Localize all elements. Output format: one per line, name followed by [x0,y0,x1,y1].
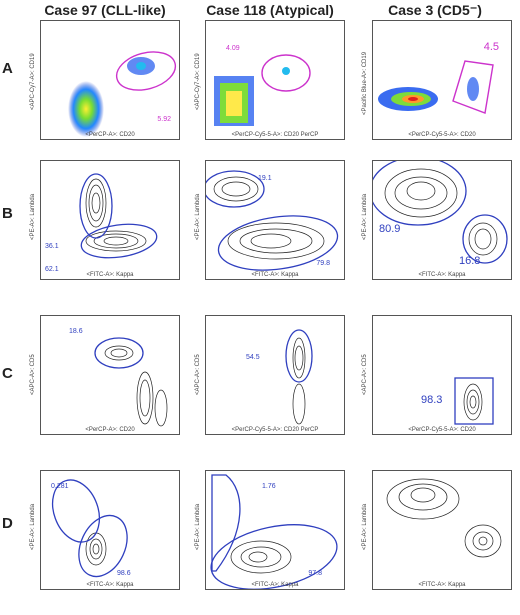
x-axis-label-c1: <PerCP-A>: CD20 [85,427,135,433]
gate-value-b2-kappa: 79.8 [316,260,330,267]
y-axis-label-a1: <APC-Cy7-A>: CD19 [30,53,36,110]
y-axis-label-c2: <APC-A>: CD5 [195,354,201,395]
x-axis-label-b2: <FITC-A>: Kappa [251,272,299,278]
y-axis-label-b1: <PE-A>: Lambda [30,193,36,240]
y-axis-label-d1: <PE-A>: Lambda [30,503,36,550]
column-title-case97: Case 97 (CLL-like) [44,2,166,18]
density-plot-a3 [378,60,494,114]
row-letter-a: A [2,60,13,77]
x-axis-label-a3: <PerCP-Cy5-5-A>: CD20 [408,132,476,138]
y-axis-label-d2: <PE-A>: Lambda [195,503,201,550]
contour-plot-b1 [79,173,158,259]
column-title-case118: Case 118 (Atypical) [206,2,334,18]
density-plot-a2 [214,54,311,126]
density-plot-a1 [68,51,177,137]
gate-value-b3-lambda: 80.9 [379,223,401,235]
x-axis-label-d2: <FITC-A>: Kappa [251,582,299,588]
panel-a2-cd20-cd19: 4.09 <PerCP-Cy5-5-A>: CD20 PerCP [205,20,345,140]
gate-value-c3: 98.3 [421,394,443,406]
contour-plot-b2 [206,170,339,271]
contour-plot-d3 [386,478,502,558]
contour-plot-c2 [285,329,313,425]
y-axis-label-b3: <PE-A>: Lambda [362,193,368,240]
gate-value-b1-lambda: 36.1 [45,243,59,250]
contour-plot-b3 [373,161,508,264]
gate-value-d1-kappa: 98.6 [117,570,131,577]
x-axis-label-d3: <FITC-A>: Kappa [418,582,466,588]
panel-b2-kappa-lambda: 19.1 79.8 <FITC-A>: Kappa [205,160,345,280]
x-axis-label-c2: <PerCP-Cy5-5-A>: CD20 PerCP [231,427,319,433]
panel-c3-cd20-cd5: 98.3 <PerCP-Cy5-5-A>: CD20 [372,315,512,435]
x-axis-label-d1: <FITC-A>: Kappa [86,582,134,588]
x-axis-label-c3: <PerCP-Cy5-5-A>: CD20 [408,427,476,433]
x-axis-label-b1: <FITC-A>: Kappa [86,272,134,278]
panel-b1-kappa-lambda: 36.1 62.1 <FITC-A>: Kappa [40,160,180,280]
gate-value-d1-lambda: 0.281 [51,483,69,490]
panel-c2-cd20-cd5: 54.5 <PerCP-Cy5-5-A>: CD20 PerCP [205,315,345,435]
row-letter-c: C [2,365,13,382]
gate-value-d2-lambda: 1.76 [262,483,276,490]
panel-a3-cd20-cd19: 4.5 <PerCP-Cy5-5-A>: CD20 [372,20,512,140]
gate-value-d2-kappa: 97.8 [308,570,322,577]
x-axis-label-b3: <FITC-A>: Kappa [418,272,466,278]
panel-b3-kappa-lambda: 80.9 16.8 <FITC-A>: Kappa [372,160,512,280]
panel-d2-kappa-lambda: 1.76 97.8 <FITC-A>: Kappa [205,470,345,590]
gate-value-c1: 18.6 [69,328,83,335]
contour-plot-d1 [51,479,128,578]
contour-plot-d2 [210,474,338,589]
gate-value-a1: 5.92 [157,116,171,123]
gate-value-b1-kappa: 62.1 [45,266,59,273]
gate-value-b2-lambda: 19.1 [258,175,272,182]
panel-d3-kappa-lambda: <FITC-A>: Kappa [372,470,512,590]
row-letter-b: B [2,205,13,222]
x-axis-label-a1: <PerCP-A>: CD20 [85,132,135,138]
gate-value-a2: 4.09 [226,45,240,52]
panel-a1-cd20-cd19: 5.92 <PerCP-A>: CD20 [40,20,180,140]
gate-value-c2: 54.5 [246,354,260,361]
gate-value-a3: 4.5 [483,41,499,53]
y-axis-label-a3: <Pacific Blue-A>: CD19 [362,51,368,115]
y-axis-label-a2: <APC-Cy7-A>: CD19 [195,53,201,110]
y-axis-label-c3: <APC-A>: CD5 [362,354,368,395]
x-axis-label-a2: <PerCP-Cy5-5-A>: CD20 PerCP [231,132,319,138]
contour-plot-c1 [94,337,168,427]
y-axis-label-b2: <PE-A>: Lambda [195,193,201,240]
y-axis-label-c1: <APC-A>: CD5 [30,354,36,395]
column-title-case3: Case 3 (CD5⁻) [388,2,482,18]
row-letter-d: D [2,515,13,532]
gate-value-b3-kappa: 16.8 [459,255,481,267]
panel-d1-kappa-lambda: 0.281 98.6 <FITC-A>: Kappa [40,470,180,590]
y-axis-label-d3: <PE-A>: Lambda [362,503,368,550]
contour-plot-c3 [454,377,494,425]
panel-c1-cd20-cd5: 18.6 <PerCP-A>: CD20 [40,315,180,435]
